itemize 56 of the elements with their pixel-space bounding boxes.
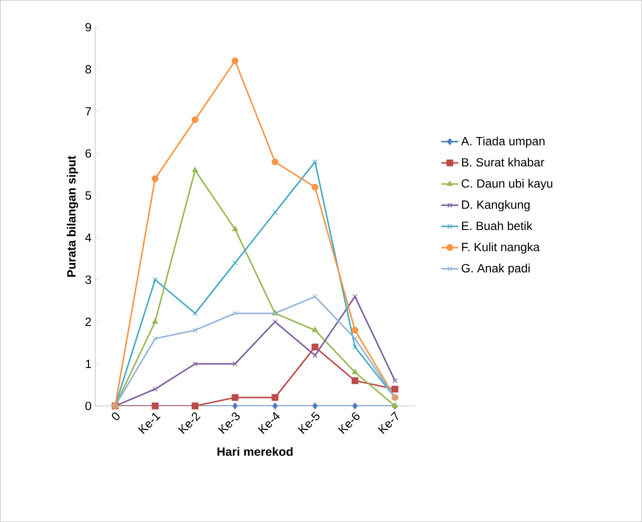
point (192, 166, 198, 172)
point (272, 394, 278, 401)
point (232, 226, 238, 232)
legend-label: E. Buah betik (462, 221, 532, 230)
point (192, 328, 198, 333)
legend-label: B. Surat khabar (462, 158, 544, 167)
point (392, 378, 398, 384)
point (272, 158, 278, 166)
point (232, 361, 238, 366)
point (272, 319, 278, 324)
point (352, 377, 358, 384)
y-tick-label: 8 (85, 65, 92, 74)
point (232, 260, 238, 266)
point (352, 294, 358, 300)
legend-label: C. Daun ubi kayu (462, 178, 552, 190)
point (352, 344, 358, 350)
point (152, 318, 158, 324)
point (192, 361, 198, 366)
point (152, 386, 158, 392)
point (152, 336, 158, 342)
y-tick-label: 3 (85, 275, 92, 284)
point (192, 116, 198, 124)
y-tick-label: 1 (86, 360, 92, 368)
point (312, 402, 318, 410)
point (352, 326, 358, 334)
point (232, 402, 238, 410)
point (352, 368, 358, 374)
point (152, 277, 158, 282)
point (272, 402, 278, 410)
x-tick-label: 0 (112, 412, 120, 420)
y-tick-label: 0 (85, 402, 92, 410)
point (152, 175, 159, 182)
point (312, 326, 318, 332)
legend-label: A. Tiada umpan (461, 136, 545, 148)
point (232, 57, 238, 64)
point (272, 210, 278, 215)
point (232, 310, 238, 316)
y-axis-title: Purata bilangan siput (66, 156, 78, 277)
y-tick-label: 4 (85, 233, 92, 242)
point (312, 159, 318, 164)
point (392, 386, 398, 392)
point (312, 344, 318, 350)
point (352, 402, 358, 410)
point (192, 310, 198, 316)
y-tick-label: 2 (86, 318, 92, 326)
point (232, 394, 238, 401)
legend-label: G. Anak padi (462, 264, 530, 275)
y-tick-label: 5 (85, 191, 92, 200)
legend-label: D. Kangkung (462, 200, 530, 212)
legend-label: F. Kulit nangka (462, 242, 540, 254)
point (312, 184, 318, 190)
y-tick-label: 6 (86, 149, 92, 158)
x-axis-title: Hari merekod (218, 447, 293, 456)
y-tick-label: 9 (86, 22, 92, 32)
point (312, 352, 318, 358)
y-tick-label: 7 (86, 107, 92, 116)
